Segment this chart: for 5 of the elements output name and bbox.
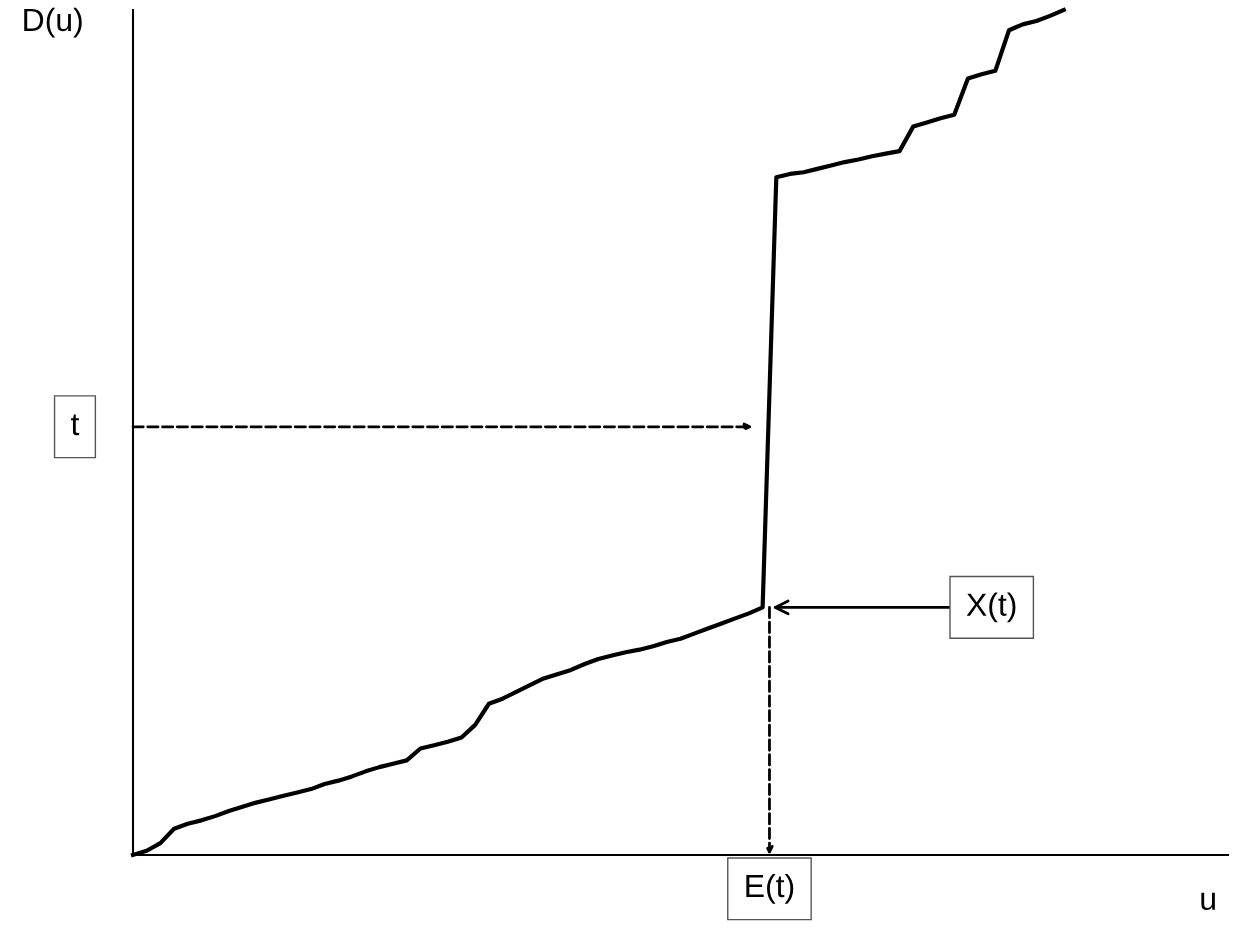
text: E(t) [746,873,794,904]
y-axis-title: D(u) [24,7,82,38]
annotation: X(t) [966,592,1016,623]
text: t [71,414,80,436]
x-axis-title: u [1201,892,1215,911]
